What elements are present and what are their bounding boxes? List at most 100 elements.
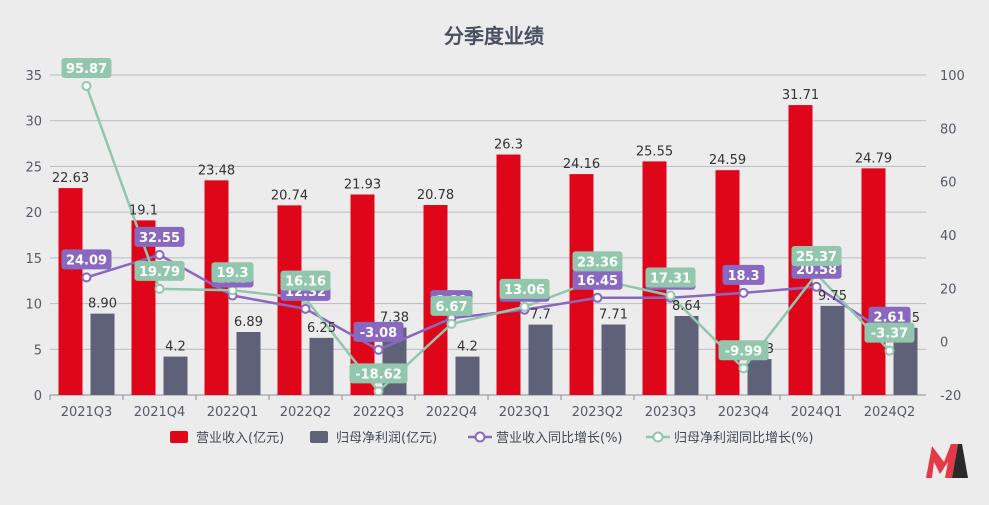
badge-profit-growth: 19.79 (134, 260, 185, 281)
point-revenue-growth (373, 344, 384, 355)
bar-net-profit (747, 359, 772, 395)
x-tick-label: 2022Q2 (280, 405, 332, 420)
x-tick-label: 2024Q1 (791, 405, 843, 420)
badge-background (572, 269, 623, 290)
badge-profit-growth: -9.99 (718, 340, 769, 361)
point-profit-growth (81, 81, 92, 92)
legend-swatch-marker (652, 431, 664, 443)
y-left-tick-label: 15 (25, 252, 42, 267)
y-right-tick-label: 80 (940, 122, 957, 137)
badge-background (645, 267, 696, 288)
data-label-revenue: 25.55 (636, 144, 673, 159)
point-revenue-growth (81, 272, 92, 283)
legend-swatch (170, 431, 188, 443)
legend-item: 营业收入(亿元) (170, 431, 284, 446)
badge-profit-growth: -3.37 (864, 322, 915, 343)
x-tick-label: 2023Q2 (572, 405, 624, 420)
data-label-revenue: 24.16 (563, 157, 600, 172)
badge-profit-growth: 25.37 (791, 246, 842, 267)
badge-label: 25.37 (796, 250, 837, 265)
badge-background (722, 264, 765, 285)
data-label-net-profit: 7.38 (380, 311, 409, 326)
bar-net-profit (528, 324, 553, 395)
badge-label: 95.87 (66, 62, 107, 77)
y-left-tick-label: 20 (25, 206, 42, 221)
y-right-tick-label: 60 (940, 176, 957, 191)
legend-swatch (310, 431, 328, 443)
badge-background (211, 262, 254, 283)
badge-label: 2.61 (873, 311, 905, 326)
badge-profit-growth: 95.87 (61, 58, 112, 79)
legend-label: 归母净利润(亿元) (336, 431, 437, 446)
badge-background (864, 322, 915, 343)
badge-label: -18.62 (355, 367, 402, 382)
badge-background (134, 226, 185, 247)
data-label-revenue: 24.79 (855, 151, 892, 166)
logo-mark-dark (952, 444, 968, 478)
chart-title: 分季度业绩 (444, 24, 544, 48)
badge-label: 13.06 (504, 283, 545, 298)
data-label-revenue: 22.63 (52, 171, 89, 186)
point-profit-growth (884, 345, 895, 356)
axes: 0 5 10 15 20 25 30 35 -20 0 20 40 60 80 100 2021Q3 2021Q… (25, 69, 964, 420)
y-left-tick-label: 25 (25, 160, 42, 175)
badge-background (572, 251, 623, 272)
data-label-net-profit: 6.25 (307, 321, 336, 336)
x-tick-label: 2022Q1 (207, 405, 259, 420)
legend: 营业收入(亿元) 归母净利润(亿元) 营业收入同比增长(%) 归母净利润同比增长(%) (170, 431, 814, 446)
badge-profit-growth: 6.67 (430, 295, 473, 316)
badge-background (353, 321, 404, 342)
data-label-net-profit: 6.89 (234, 315, 263, 330)
y-left-tick-label: 35 (25, 69, 42, 84)
bar-revenue (58, 188, 83, 395)
x-tick-label: 2023Q1 (499, 405, 551, 420)
point-revenue-growth (592, 292, 603, 303)
data-label-net-profit: 4.2 (165, 340, 186, 355)
data-label-net-profit: 7.7 (530, 308, 551, 323)
badge-background (868, 306, 911, 327)
data-label-revenue: 20.78 (417, 188, 454, 203)
data-label-net-profit: 4.2 (457, 340, 478, 355)
data-label-revenue: 23.48 (198, 163, 235, 178)
data-label-net-profit: 8.90 (88, 297, 117, 312)
legend-label: 归母净利润同比增长(%) (674, 431, 814, 446)
point-profit-growth (665, 290, 676, 301)
y-right-tick-label: 0 (940, 336, 948, 351)
point-profit-growth (373, 386, 384, 397)
badge-label: 19.3 (216, 266, 248, 281)
badge-revenue-growth: 32.55 (134, 226, 185, 247)
point-profit-growth (519, 301, 530, 312)
data-label-revenue: 21.93 (344, 177, 381, 192)
x-tick-label: 2024Q2 (864, 405, 916, 420)
badge-revenue-growth: 16.45 (572, 269, 623, 290)
x-tick-label: 2021Q4 (134, 405, 186, 420)
badge-label: 17.31 (650, 272, 691, 287)
bar-revenue (861, 168, 886, 395)
badge-label: 16.45 (577, 274, 618, 289)
data-label-revenue: 19.1 (129, 203, 158, 218)
y-left-tick-label: 0 (34, 389, 42, 404)
badge-background (430, 295, 473, 316)
data-label-revenue: 24.59 (709, 153, 746, 168)
badge-label: 24.09 (66, 253, 107, 268)
y-left-tick-label: 10 (25, 298, 42, 313)
badge-revenue-growth: 2.61 (868, 306, 911, 327)
badge-background (791, 246, 842, 267)
bar-net-profit (163, 356, 188, 395)
data-label-net-profit: 7.71 (599, 308, 628, 323)
legend-label: 营业收入同比增长(%) (496, 431, 623, 446)
x-tick-label: 2023Q3 (645, 405, 697, 420)
badge-profit-growth: 23.36 (572, 251, 623, 272)
point-revenue-growth (154, 249, 165, 260)
legend-swatch-marker (474, 431, 486, 443)
legend-label: 营业收入(亿元) (196, 431, 284, 446)
bar-revenue (496, 154, 521, 395)
badge-background (280, 270, 331, 291)
badge-label: -3.08 (360, 326, 397, 341)
point-revenue-growth (300, 303, 311, 314)
point-profit-growth (446, 318, 457, 329)
badge-background (61, 249, 112, 270)
badge-revenue-growth: -3.08 (353, 321, 404, 342)
